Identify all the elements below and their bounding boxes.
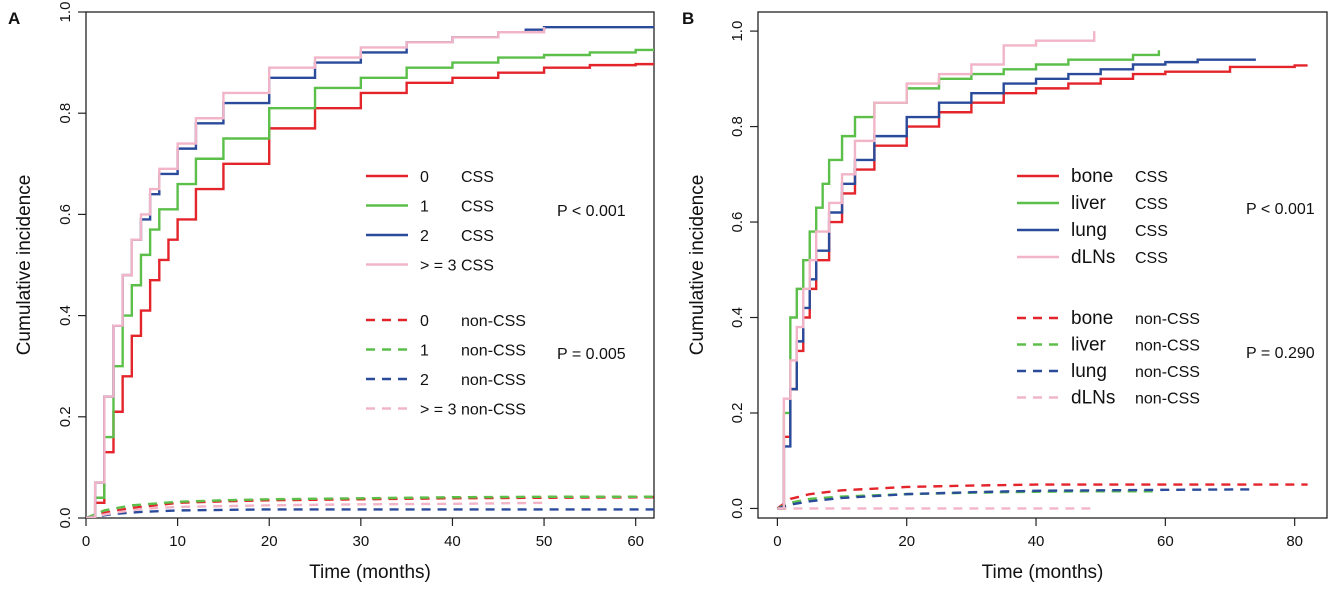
- y-tick-label: 0.8: [729, 116, 746, 137]
- y-tick-label: 1.0: [57, 2, 74, 23]
- panel-letter: A: [8, 9, 20, 28]
- legend-entry-name: > = 3: [420, 258, 457, 275]
- x-axis: 0 10 20 30 40 50 60: [82, 518, 644, 550]
- x-tick-label: 80: [1286, 533, 1303, 550]
- p-value-annotation: P = 0.005: [557, 346, 626, 363]
- series-line-bone-css: [777, 64, 1308, 510]
- legend-entry-suffix: CSS: [1135, 196, 1168, 213]
- y-axis: 0.0 0.2 0.4 0.6 0.8 1.0: [729, 21, 758, 519]
- legend-entry-suffix: CSS: [461, 258, 494, 275]
- legend-entry-suffix: CSS: [461, 169, 494, 186]
- y-axis: 0.0 0.2 0.4 0.6 0.8 1.0: [57, 2, 86, 529]
- legend-entry-name: 1: [420, 343, 429, 360]
- legend-entry-suffix: non-CSS: [461, 313, 526, 330]
- legend-entry-suffix: CSS: [1135, 169, 1168, 186]
- legend-entry-name: dLNs: [1071, 247, 1115, 268]
- legend-entry-suffix: CSS: [461, 199, 494, 216]
- series-line-3-non-css: [86, 501, 545, 518]
- series-line-lung-non-css: [777, 488, 1256, 510]
- x-tick-label: 60: [1157, 533, 1174, 550]
- y-tick-label: 1.0: [729, 21, 746, 42]
- legend-entry-name: > = 3: [420, 402, 457, 419]
- series-line-2-non-css: [86, 508, 654, 518]
- x-tick-label: 20: [898, 533, 915, 550]
- legend-entry-suffix: non-CSS: [461, 372, 526, 389]
- x-tick-label: 40: [1028, 533, 1045, 550]
- series-line-1-css: [86, 48, 654, 518]
- series-lines: [86, 25, 654, 518]
- legend-entry-name: 0: [420, 169, 429, 186]
- x-tick-label: 0: [82, 533, 90, 550]
- y-tick-label: 0.0: [57, 508, 74, 529]
- series-line-3-css: [86, 27, 546, 518]
- series-line-2-css: [86, 25, 654, 518]
- x-tick-label: 60: [627, 533, 644, 550]
- panel-b: B 0 20 40 60 80 0.0 0.2 0.4 0.6 0.8 1.0 Time (months…: [682, 9, 1328, 583]
- legend-entry-suffix: non-CSS: [1135, 391, 1200, 408]
- legend-entry-name: liver: [1071, 335, 1107, 356]
- y-tick-label: 0.6: [57, 204, 74, 225]
- legend-entry-suffix: non-CSS: [461, 343, 526, 360]
- x-tick-label: 40: [444, 533, 461, 550]
- legend-entry-name: lung: [1071, 220, 1107, 241]
- x-tick-label: 50: [536, 533, 553, 550]
- legend-entry-name: 0: [420, 313, 429, 330]
- p-value-annotation: P < 0.001: [557, 203, 626, 220]
- series-line-0-css: [86, 62, 654, 518]
- legend-entry-name: dLNs: [1071, 388, 1115, 409]
- legend-entry-name: 2: [420, 372, 429, 389]
- y-axis-title: Cumulative incidence: [687, 175, 708, 356]
- x-axis: 0 20 40 60 80: [773, 518, 1303, 550]
- x-tick-label: 30: [352, 533, 369, 550]
- series-line-lung-css: [777, 58, 1256, 510]
- legend-entry-suffix: non-CSS: [1135, 338, 1200, 355]
- legend-entry-name: liver: [1071, 193, 1107, 214]
- legend-entry-suffix: non-CSS: [461, 402, 526, 419]
- legend-entry-suffix: non-CSS: [1135, 311, 1200, 328]
- legend: bone CSS liver CSS lung CSS dLNs CSS bone non-CSS…: [1017, 166, 1200, 409]
- x-tick-label: 0: [773, 533, 781, 550]
- series-line-dLNs-css: [777, 31, 1096, 510]
- x-tick-label: 20: [261, 533, 278, 550]
- legend-entry-name: lung: [1071, 361, 1107, 382]
- y-axis-title: Cumulative incidence: [14, 175, 35, 356]
- x-axis-title: Time (months): [309, 562, 431, 583]
- p-value-annotation: P = 0.290: [1246, 345, 1315, 362]
- plot-frame: [85, 11, 655, 519]
- y-tick-label: 0.2: [729, 403, 746, 424]
- plot-frame: [757, 11, 1328, 519]
- legend-entry-suffix: CSS: [461, 228, 494, 245]
- series-lines: [776, 31, 1308, 510]
- y-tick-label: 0.4: [57, 305, 74, 326]
- legend-entry-suffix: non-CSS: [1135, 364, 1200, 381]
- x-tick-label: 10: [169, 533, 186, 550]
- legend-entry-name: 1: [420, 199, 429, 216]
- series-line-bone-non-css: [776, 483, 1308, 510]
- y-tick-label: 0.2: [57, 406, 74, 427]
- y-tick-label: 0.6: [729, 212, 746, 233]
- legend-entry-suffix: CSS: [1135, 223, 1168, 240]
- series-line-liver-css: [777, 50, 1161, 510]
- p-value-annotation: P < 0.001: [1246, 201, 1315, 218]
- y-tick-label: 0.8: [57, 103, 74, 124]
- legend-entry-name: bone: [1071, 308, 1113, 329]
- series-line-1-non-css: [86, 495, 654, 518]
- y-tick-label: 0.0: [729, 498, 746, 519]
- y-tick-label: 0.4: [729, 307, 746, 328]
- legend-entry-name: bone: [1071, 166, 1113, 187]
- series-line-liver-non-css: [776, 490, 1159, 510]
- legend-entry-suffix: CSS: [1135, 250, 1168, 267]
- panel-letter: B: [682, 9, 694, 28]
- legend-entry-name: 2: [420, 228, 429, 245]
- x-axis-title: Time (months): [982, 562, 1104, 583]
